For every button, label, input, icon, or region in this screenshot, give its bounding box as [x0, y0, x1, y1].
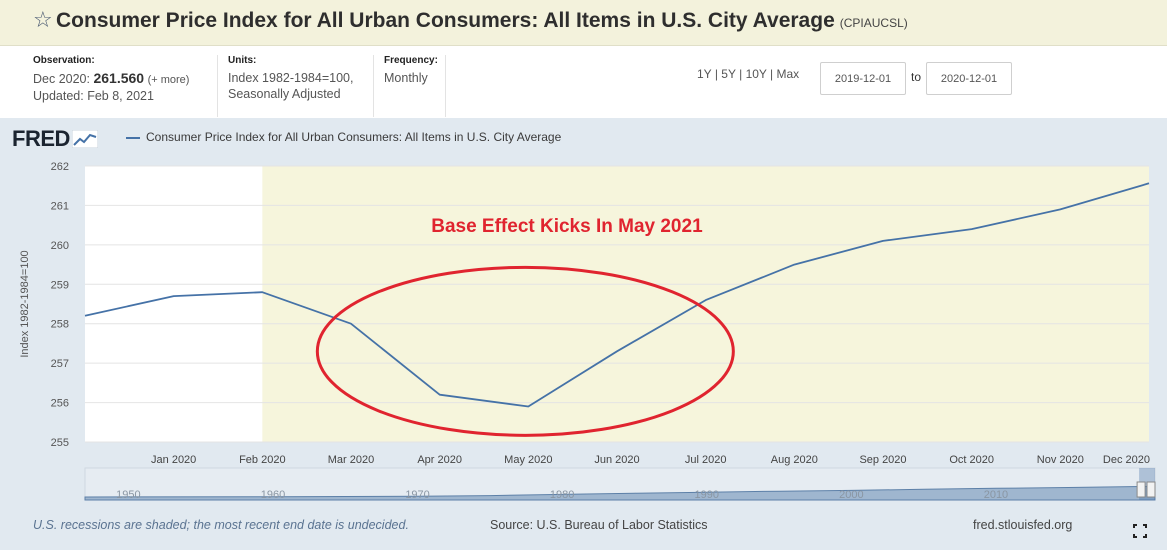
navigator-tick-label: 1980: [550, 489, 574, 501]
y-tick-label: 259: [51, 279, 69, 291]
series-id: (CPIAUCSL): [839, 16, 908, 30]
x-tick-label: Mar 2020: [328, 454, 374, 466]
chart-panel: FRED Consumer Price Index for All Urban …: [0, 118, 1167, 550]
navigator-tick-label: 1950: [116, 489, 140, 501]
x-tick-label: Dec 2020: [1103, 454, 1150, 466]
y-tick-label: 256: [51, 398, 69, 410]
range-10y-link[interactable]: 10Y: [745, 67, 767, 81]
navigator-handle[interactable]: [1136, 481, 1146, 498]
fullscreen-icon[interactable]: [1133, 524, 1147, 538]
observation-value: 261.560: [93, 70, 145, 86]
updated-date: Updated: Feb 8, 2021: [33, 89, 154, 103]
star-outline-icon[interactable]: ☆: [33, 7, 53, 32]
units-block: Units: Index 1982-1984=100, Seasonally A…: [228, 55, 374, 117]
navigator-tick-label: 1990: [695, 489, 719, 501]
y-tick-label: 258: [51, 319, 69, 331]
chart-legend[interactable]: Consumer Price Index for All Urban Consu…: [126, 130, 561, 144]
source-text: Source: U.S. Bureau of Labor Statistics: [490, 518, 708, 532]
x-tick-label: Nov 2020: [1037, 454, 1084, 466]
navigator-tick-label: 1970: [405, 489, 429, 501]
recession-shade: [262, 166, 1149, 442]
y-tick-label: 255: [51, 437, 69, 449]
units-line-2: Seasonally Adjusted: [228, 87, 341, 101]
units-line-1: Index 1982-1984=100,: [228, 71, 354, 85]
y-tick-label: 262: [51, 161, 69, 173]
frequency-value: Monthly: [384, 71, 428, 85]
end-date-input[interactable]: [926, 62, 1012, 95]
annotation-ellipse: [315, 265, 735, 437]
range-separator: |: [714, 67, 718, 81]
frequency-label: Frequency:: [384, 55, 438, 66]
x-tick-label: Apr 2020: [417, 454, 462, 466]
x-tick-label: Aug 2020: [771, 454, 818, 466]
legend-line-swatch: [126, 136, 140, 139]
observation-label: Observation:: [33, 55, 95, 66]
recession-note: U.S. recessions are shaded; the most rec…: [33, 518, 409, 532]
more-link[interactable]: (+ more): [147, 74, 190, 86]
x-tick-label: Feb 2020: [239, 454, 285, 466]
observation-block: Observation: Dec 2020: 261.560 (+ more) …: [33, 55, 218, 117]
y-tick-label: 257: [51, 358, 69, 370]
to-label: to: [911, 70, 922, 84]
start-date-input[interactable]: [820, 62, 906, 95]
x-tick-label: Jun 2020: [594, 454, 639, 466]
legend-series-label: Consumer Price Index for All Urban Consu…: [146, 130, 562, 144]
page-title: Consumer Price Index for All Urban Consu…: [56, 9, 908, 35]
x-tick-label: Oct 2020: [949, 454, 994, 466]
units-label: Units:: [228, 55, 257, 66]
navigator-tick-label: 1960: [261, 489, 285, 501]
y-tick-label: 260: [51, 240, 69, 252]
y-tick-label: 261: [51, 200, 69, 212]
range-1y-link[interactable]: 1Y: [697, 67, 712, 81]
x-tick-label: Jan 2020: [151, 454, 196, 466]
site-link[interactable]: fred.stlouisfed.org: [973, 518, 1073, 532]
observation-line: Dec 2020: 261.560 (+ more): [33, 70, 217, 88]
x-tick-label: May 2020: [504, 454, 552, 466]
cpi-series-line: [84, 182, 1150, 408]
navigator-handle[interactable]: [1146, 481, 1156, 498]
annotation-text: Base Effect Kicks In May 2021: [431, 216, 703, 237]
y-axis-label: Index 1982-1984=100: [19, 250, 31, 357]
x-tick-label: Sep 2020: [859, 454, 906, 466]
cpi-line-chart: 255 256 257 258 259 260 261 262 Index 1982-1984=…: [19, 161, 1156, 501]
fred-logo-text: FRED: [12, 126, 70, 151]
range-separator: |: [770, 67, 774, 81]
frequency-block: Frequency: Monthly: [384, 55, 446, 117]
title-bar: ☆ Consumer Price Index for All Urban Con…: [0, 0, 1167, 46]
range-5y-link[interactable]: 5Y: [721, 67, 736, 81]
range-max-link[interactable]: Max: [776, 67, 800, 81]
x-tick-label: Jul 2020: [685, 454, 727, 466]
navigator-tick-label: 2010: [984, 489, 1008, 501]
observation-date: Dec 2020:: [33, 72, 90, 86]
navigator-tick-label: 2000: [839, 489, 863, 501]
range-links: 1Y | 5Y | 10Y | Max: [697, 67, 799, 81]
range-separator: |: [739, 67, 743, 81]
series-title: Consumer Price Index for All Urban Consu…: [56, 9, 835, 32]
